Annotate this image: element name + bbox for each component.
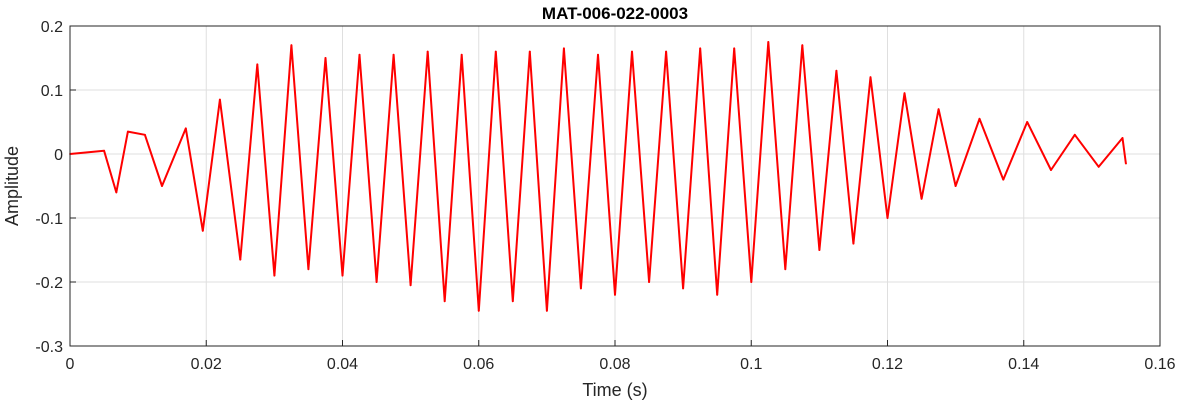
y-tick-label: 0.1 xyxy=(41,83,63,100)
y-tick-label: 0 xyxy=(54,147,63,164)
data-point xyxy=(801,44,804,47)
data-point xyxy=(1097,165,1100,168)
data-point xyxy=(477,309,480,312)
y-axis-ticks: -0.3 -0.2 -0.1 0 0.1 0.2 xyxy=(35,19,76,356)
data-point xyxy=(903,92,906,95)
data-point xyxy=(103,149,105,152)
data-point xyxy=(307,268,310,271)
x-tick-label: 0.08 xyxy=(599,356,630,373)
x-tick-label: 0.02 xyxy=(191,356,222,373)
data-point xyxy=(631,50,633,53)
data-point xyxy=(144,133,146,136)
data-point xyxy=(978,117,981,120)
data-point xyxy=(767,41,770,43)
data-point xyxy=(852,242,855,245)
y-tick-label: -0.1 xyxy=(35,211,63,228)
data-point xyxy=(273,274,276,277)
data-point xyxy=(392,53,395,56)
data-point xyxy=(1125,162,1127,165)
series-line xyxy=(69,41,1127,312)
data-point xyxy=(1002,178,1005,181)
data-point xyxy=(358,53,361,56)
data-point xyxy=(597,53,599,56)
series-group xyxy=(69,41,1127,312)
data-point xyxy=(937,108,940,111)
data-point xyxy=(1026,121,1029,123)
data-point xyxy=(1121,137,1124,139)
data-point xyxy=(869,76,872,79)
data-point xyxy=(528,50,531,53)
data-point xyxy=(784,268,787,271)
y-tick-label: 0.2 xyxy=(41,19,63,36)
data-point xyxy=(256,63,259,66)
data-point xyxy=(201,229,204,232)
data-point xyxy=(161,185,163,187)
data-point xyxy=(1050,169,1052,171)
chart-title: MAT-006-022-0003 xyxy=(542,4,688,23)
data-point xyxy=(127,130,129,133)
data-point xyxy=(426,50,429,53)
data-point xyxy=(699,47,702,50)
data-point xyxy=(409,284,412,287)
y-tick-label: -0.2 xyxy=(35,275,63,292)
data-point xyxy=(750,281,753,283)
x-tick-label: 0.06 xyxy=(463,356,494,373)
data-point xyxy=(665,50,667,53)
plot-frame xyxy=(69,25,1161,347)
data-point xyxy=(494,50,497,53)
data-point xyxy=(716,293,719,296)
data-point xyxy=(184,127,187,130)
data-point xyxy=(341,274,344,277)
data-point xyxy=(954,185,957,187)
data-point xyxy=(511,300,514,303)
data-point xyxy=(443,300,446,303)
y-axis-label: Amplitude xyxy=(2,146,22,226)
x-tick-label: 0.16 xyxy=(1144,356,1175,373)
data-point xyxy=(460,53,463,56)
data-point xyxy=(818,249,821,251)
data-point xyxy=(1073,133,1076,136)
data-point xyxy=(545,309,548,312)
data-point xyxy=(835,69,838,72)
data-point xyxy=(324,57,327,59)
data-point xyxy=(218,98,221,101)
data-point xyxy=(290,44,293,47)
data-point xyxy=(614,293,616,296)
data-point xyxy=(115,191,118,194)
x-tick-label: 0.04 xyxy=(327,356,358,373)
x-axis-label: Time (s) xyxy=(582,380,647,400)
data-point xyxy=(886,217,889,219)
data-point xyxy=(733,47,736,50)
x-tick-label: 0.1 xyxy=(740,356,762,373)
data-point xyxy=(239,258,242,261)
x-axis-ticks: 0 0.02 0.04 0.06 0.08 0.1 0.12 0.14 0.16 xyxy=(66,340,1176,373)
data-point xyxy=(682,287,685,290)
data-point xyxy=(563,47,565,50)
x-tick-label: 0 xyxy=(66,356,75,373)
x-tick-label: 0.12 xyxy=(872,356,903,373)
y-tick-label: -0.3 xyxy=(35,339,63,356)
data-point xyxy=(580,287,582,290)
x-tick-label: 0.14 xyxy=(1008,356,1039,373)
data-point xyxy=(920,197,923,200)
data-point xyxy=(375,281,378,283)
data-point xyxy=(648,281,650,283)
